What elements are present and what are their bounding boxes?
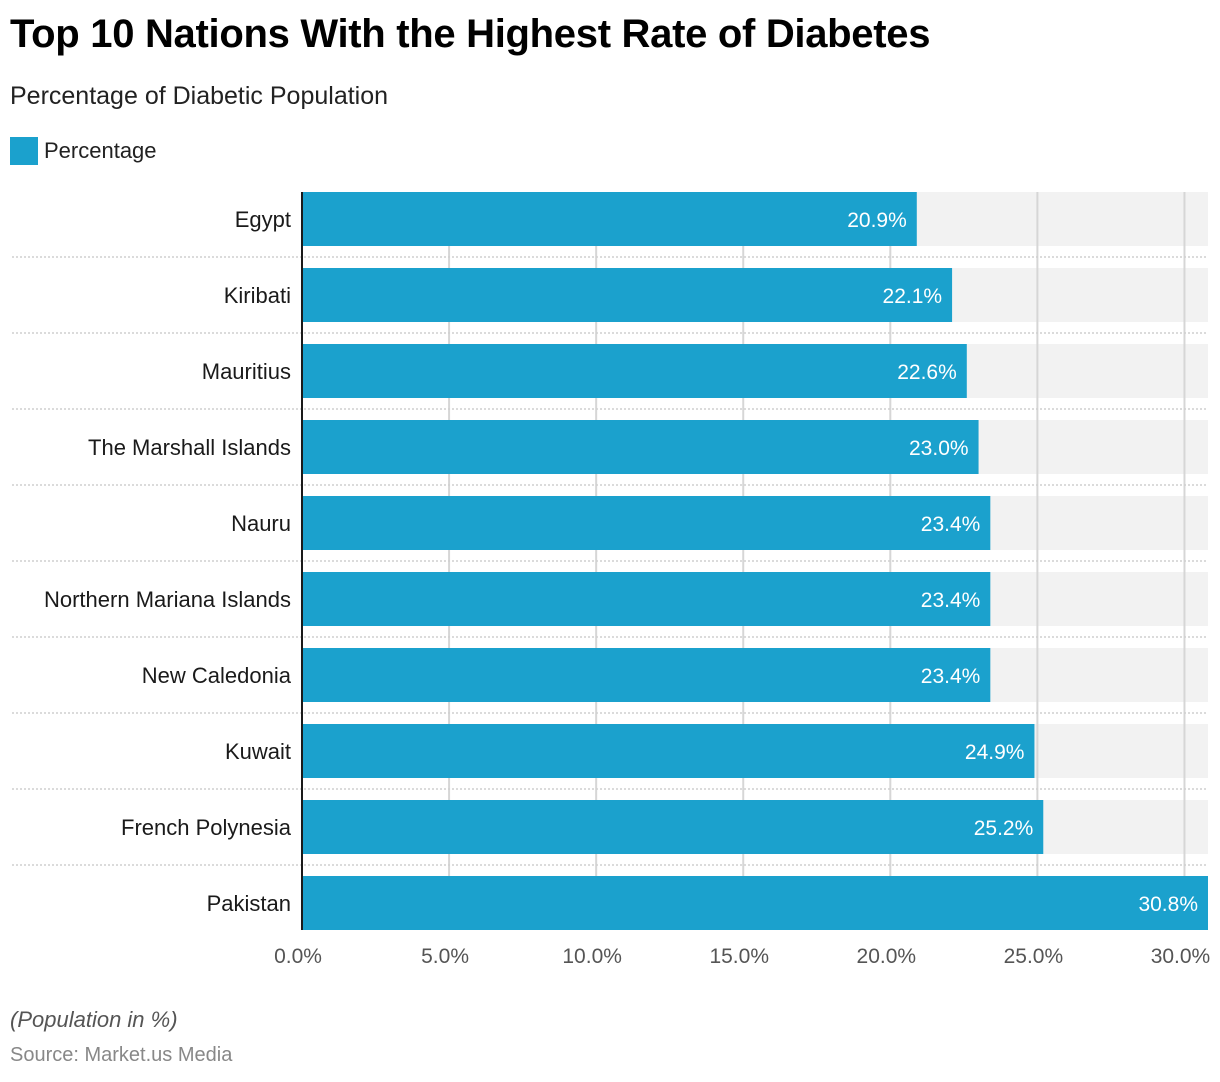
bar [302, 420, 979, 474]
x-tick-label: 10.0% [562, 945, 622, 968]
x-tick-label: 0.0% [274, 945, 322, 968]
bar [302, 192, 917, 246]
data-label: 23.4% [921, 513, 981, 536]
data-label: 23.4% [921, 589, 981, 612]
bar [302, 344, 967, 398]
data-label: 24.9% [965, 741, 1025, 764]
x-tick-label: 20.0% [857, 945, 917, 968]
bar [302, 648, 991, 702]
data-label: 30.8% [1138, 893, 1198, 916]
bar-chart: Egypt 20.9% Kiribati 22.1% Mauritius 22.6% The… [12, 192, 1211, 968]
data-label: 23.0% [909, 437, 969, 460]
units-note: (Population in %) [10, 1007, 178, 1032]
legend-swatch [10, 137, 38, 165]
chart-subtitle: Percentage of Diabetic Population [10, 82, 389, 110]
category-label: Egypt [235, 207, 291, 232]
x-tick-label: 30.0% [1151, 945, 1211, 968]
legend-label: Percentage [44, 138, 157, 163]
bar [302, 876, 1208, 930]
x-tick-label: 5.0% [421, 945, 469, 968]
category-label: Mauritius [202, 359, 291, 384]
chart-title: Top 10 Nations With the Highest Rate of … [10, 12, 931, 56]
source-credit: Source: Market.us Media [10, 1044, 233, 1066]
data-label: 23.4% [921, 665, 981, 688]
category-label: Kiribati [224, 283, 291, 308]
data-label: 25.2% [974, 817, 1034, 840]
category-label: The Marshall Islands [88, 435, 291, 460]
legend: Percentage [10, 137, 157, 165]
category-label: Nauru [231, 511, 291, 536]
bar [302, 572, 991, 626]
bar [302, 268, 953, 322]
bar [302, 496, 991, 550]
category-label: New Caledonia [142, 663, 292, 688]
bar [302, 800, 1044, 854]
category-label: Pakistan [207, 891, 291, 916]
x-tick-label: 25.0% [1004, 945, 1064, 968]
category-label: Northern Mariana Islands [44, 587, 291, 612]
category-label: French Polynesia [121, 815, 292, 840]
data-label: 22.1% [883, 285, 943, 308]
x-tick-label: 15.0% [709, 945, 769, 968]
category-label: Kuwait [225, 739, 291, 764]
data-label: 22.6% [897, 361, 957, 384]
data-label: 20.9% [847, 209, 907, 232]
bar [302, 724, 1035, 778]
